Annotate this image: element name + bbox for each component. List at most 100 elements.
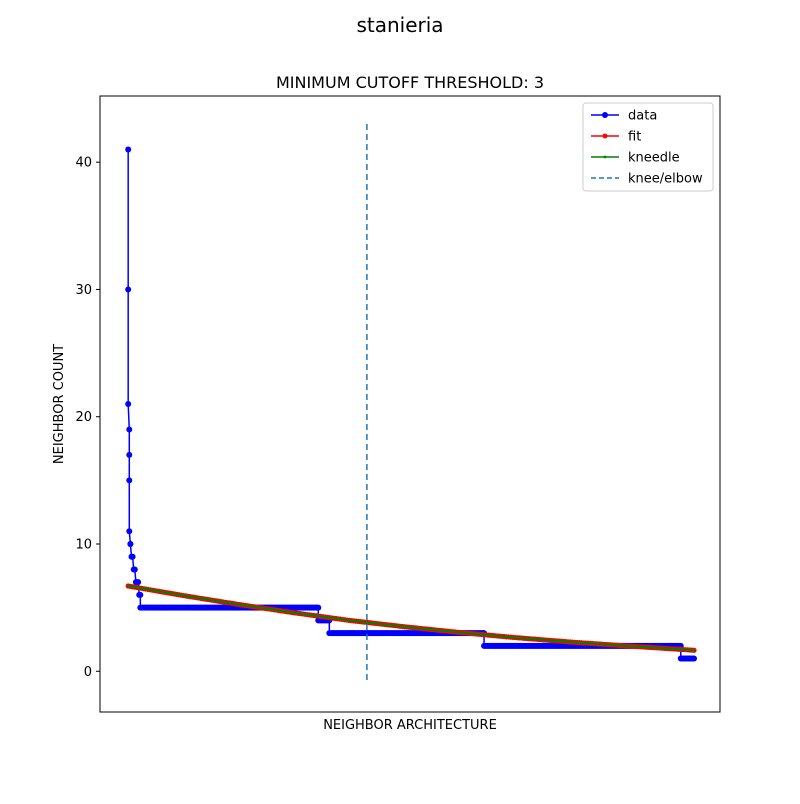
kneedle-series-point [168, 592, 172, 595]
kneedle-series-point [670, 647, 674, 651]
kneedle-series-point [628, 644, 632, 648]
axes-frame [99, 95, 721, 713]
kneedle-series-point [268, 607, 271, 611]
kneedle-series-point [149, 588, 152, 592]
kneedle-series-point [675, 647, 678, 651]
kneedle-series-point [686, 648, 689, 652]
kneedle-series-point [312, 614, 316, 617]
kneedle-series-point [153, 589, 156, 592]
kneedle-series-point [204, 597, 207, 601]
kneedle-series-point [213, 599, 216, 602]
kneedle-series-point [451, 630, 455, 633]
kneedle-series-point [195, 596, 198, 599]
kneedle-series-point [294, 611, 298, 615]
kneedle-series-point [193, 596, 196, 599]
y-tick-label: 40 [75, 156, 92, 171]
kneedle-series-point [577, 641, 581, 644]
kneedle-series-point [498, 634, 501, 638]
kneedle-series-point [564, 640, 568, 643]
data-point [126, 477, 133, 484]
kneedle-series-point [277, 609, 280, 612]
kneedle-series-point [244, 604, 247, 607]
kneedle-series-point [522, 637, 526, 640]
kneedle-series-point [504, 635, 508, 638]
y-tick-label: 20 [75, 410, 92, 425]
kneedle-series-point [129, 585, 132, 588]
kneedle-series-point [286, 610, 289, 613]
kneedle-series-point [381, 622, 384, 626]
kneedle-series-point [544, 638, 548, 642]
kneedle-series-point [571, 640, 574, 644]
kneedle-series-point [306, 613, 309, 616]
kneedle-series-point [604, 643, 607, 646]
kneedle-series-point [255, 605, 258, 609]
data-point [131, 566, 138, 573]
kneedle-series-point [226, 601, 229, 604]
legend-label: fit [628, 130, 641, 145]
kneedle-series-point [679, 648, 682, 651]
kneedle-series-point [177, 593, 181, 596]
kneedle-series-point [336, 617, 340, 621]
legend-label: data [628, 109, 657, 124]
kneedle-series-point [222, 600, 225, 604]
kneedle-series-point [509, 635, 512, 639]
kneedle-series-point [248, 604, 251, 608]
kneedle-series-point [392, 624, 395, 627]
kneedle-series-point [549, 639, 552, 642]
kneedle-series-point [215, 599, 218, 603]
kneedle-series-point [272, 608, 276, 611]
kneedle-series-point [648, 646, 652, 649]
kneedle-series-point [462, 631, 466, 635]
kneedle-series-point [281, 609, 285, 613]
data-point [126, 426, 133, 433]
kneedle-series-point [283, 610, 287, 613]
kneedle-series-point [239, 603, 243, 606]
legend-box [582, 102, 714, 192]
kneedle-series-point [317, 614, 320, 618]
kneedle-series-point [531, 637, 534, 641]
kneedle-series-point [608, 643, 612, 646]
kneedle-series-point [257, 606, 260, 609]
data-point [691, 655, 698, 662]
kneedle-series-point [586, 642, 590, 645]
kneedle-series-point [633, 645, 636, 648]
kneedle-series-point [542, 638, 545, 642]
kneedle-series-point [266, 607, 269, 610]
kneedle-series-point [321, 615, 324, 618]
kneedle-series-point [199, 597, 203, 600]
kneedle-series-point [474, 632, 477, 636]
kneedle-series-point [434, 628, 437, 632]
kneedle-series-point [527, 637, 530, 640]
kneedle-series-point [635, 645, 638, 648]
kneedle-series-point [653, 646, 656, 649]
data-point [129, 553, 136, 560]
kneedle-series-point [626, 644, 629, 648]
kneedle-series-point [197, 596, 201, 600]
kneedle-series-point [135, 586, 139, 589]
kneedle-series-point [323, 615, 327, 619]
kneedle-series-point [297, 612, 300, 615]
kneedle-series-point [250, 605, 254, 608]
kneedle-series-point [513, 636, 517, 639]
kneedle-series-point [688, 648, 691, 652]
kneedle-series-point [394, 624, 397, 627]
kneedle-series-point [308, 613, 311, 617]
kneedle-series-point [443, 629, 446, 633]
kneedle-series-point [595, 642, 598, 646]
kneedle-series-point [569, 640, 572, 644]
y-axis: 0 10 20 30 40 [75, 156, 100, 680]
kneedle-series-point [659, 646, 663, 650]
kneedle-series-point [354, 619, 358, 623]
kneedle-series-point [493, 634, 497, 637]
kneedle-series-point [191, 595, 194, 599]
x-axis-label: NEIGHBOR ARCHITECTURE [323, 718, 497, 733]
kneedle-series-point [288, 610, 291, 614]
kneedle-series-point [487, 633, 490, 637]
kneedle-series-point [246, 604, 249, 607]
kneedle-series-point [383, 623, 386, 626]
data-point [127, 541, 134, 547]
kneedle-series-point [447, 630, 450, 633]
kneedle-series-point [666, 647, 669, 650]
kneedle-series-point [401, 625, 404, 628]
kneedle-series-point [692, 649, 696, 652]
